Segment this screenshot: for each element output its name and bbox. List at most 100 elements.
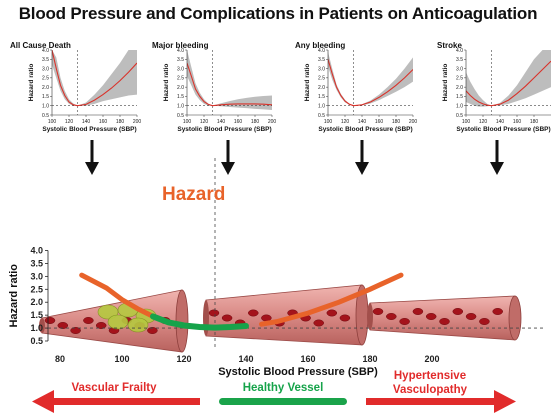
left-arrow-shaft	[50, 398, 200, 405]
main-x-tick-label: 140	[238, 354, 253, 364]
y-tick-label: 2.5	[318, 76, 325, 82]
y-tick-label: 2.0	[318, 85, 325, 91]
x-tick-label: 100	[183, 119, 192, 125]
y-tick-label: 1.5	[177, 94, 184, 100]
y-tick-label: 2.5	[177, 76, 184, 82]
vessel-opening	[508, 295, 522, 341]
y-tick-label: 4.0	[42, 48, 49, 54]
hazard-curve	[328, 59, 413, 107]
x-tick-label: 100	[324, 119, 333, 125]
vascular-frailty-label: Vascular Frailty	[71, 382, 157, 394]
vessel-end	[367, 303, 373, 330]
healthy-vessel-label: Healthy Vessel	[243, 382, 324, 394]
small-chart-title: Any bleeding	[295, 41, 345, 50]
x-tick-label: 140	[358, 119, 367, 125]
x-tick-label: 160	[99, 119, 108, 125]
down-arrow-3	[355, 140, 369, 175]
main-x-tick-label: 160	[300, 354, 315, 364]
red-blood-cell	[425, 313, 437, 320]
down-arrows	[85, 140, 504, 175]
red-blood-cell	[44, 317, 56, 324]
y-tick-label: 4.0	[318, 48, 325, 54]
y-tick-label: 4.0	[456, 48, 463, 54]
healthy-range-bar	[219, 398, 347, 405]
red-blood-cell	[386, 313, 397, 320]
vessel-end	[203, 300, 209, 336]
vessel-end	[39, 318, 45, 333]
right-arrow-head	[494, 390, 516, 413]
red-blood-cell	[326, 309, 338, 317]
main-x-tick-label: 200	[424, 354, 439, 364]
hazard-curve-left	[79, 272, 156, 319]
y-tick-label: 0.5	[456, 113, 463, 119]
main-x-tick-label: 100	[114, 354, 129, 364]
small-chart-4: Stroke 0.5 1.0 1.5 2.0 2.5 3.0 3.5 4.0 100 120 140 1…	[437, 41, 551, 133]
x-axis-label: Systolic Blood Pressure (SBP)	[456, 126, 550, 133]
y-tick-label: 3.5	[318, 57, 325, 63]
main-x-tick-label: 80	[55, 354, 65, 364]
x-tick-label: 160	[375, 119, 384, 125]
x-tick-label: 200	[133, 119, 142, 125]
vessel-hypertensive	[367, 295, 522, 341]
x-tick-label: 160	[513, 119, 522, 125]
red-blood-cell	[83, 317, 94, 324]
y-tick-label: 1.5	[42, 94, 49, 100]
small-chart-2: Major bleeding 0.5 1.0 1.5 2.0 2.5 3.0 3.5 4.0 10…	[152, 41, 276, 133]
vessel-healthy	[203, 284, 369, 346]
main-y-tick-label: 2.0	[30, 297, 43, 307]
down-arrow-2	[221, 140, 235, 175]
y-tick-label: 3.0	[177, 66, 184, 72]
y-axis-label: Hazard ratio	[442, 64, 449, 102]
x-tick-label: 140	[217, 119, 226, 125]
x-axis-label: Systolic Blood Pressure (SBP)	[177, 126, 271, 133]
y-tick-label: 2.0	[177, 85, 184, 91]
red-blood-cell	[479, 318, 490, 325]
y-tick-label: 3.5	[42, 57, 49, 63]
y-tick-label: 2.5	[42, 76, 49, 82]
small-chart-3: Any bleeding 0.5 1.0 1.5 2.0 2.5 3.0 3.5 4.0 100 1…	[295, 41, 417, 133]
small-chart-title: Stroke	[437, 41, 462, 50]
small-chart-title: Major bleeding	[152, 41, 209, 50]
x-tick-label: 100	[48, 119, 57, 125]
x-tick-label: 160	[234, 119, 243, 125]
confidence-band	[52, 50, 137, 106]
hazard-curve	[187, 62, 272, 107]
plaque-deposit	[127, 317, 149, 333]
x-tick-label: 180	[530, 119, 539, 125]
red-blood-cell	[465, 313, 477, 320]
main-hazard-chart: 0.5 1.0 1.5 2.0 2.5 3.0 3.5 4.0 Hazard ratio Haza…	[8, 158, 545, 378]
left-arrow-head	[32, 390, 54, 413]
red-blood-cell	[70, 327, 81, 334]
x-tick-label: 120	[479, 119, 488, 125]
red-blood-cell	[208, 309, 220, 317]
red-blood-cell	[313, 319, 324, 327]
x-tick-label: 120	[200, 119, 209, 125]
bottom-legend: Vascular Frailty Healthy Vessel Hypertensi…	[32, 370, 516, 413]
y-tick-label: 4.0	[177, 48, 184, 54]
x-tick-label: 140	[496, 119, 505, 125]
main-y-tick-label: 1.0	[30, 323, 43, 333]
y-axis-label: Hazard ratio	[304, 64, 311, 102]
small-chart-title: All Cause Death	[10, 41, 71, 50]
red-blood-cell	[399, 318, 410, 325]
y-tick-label: 1.0	[42, 104, 49, 110]
y-axis-label: Hazard ratio	[28, 64, 35, 102]
hazard-curve-healthy	[150, 313, 249, 331]
red-blood-cell	[412, 308, 424, 315]
y-tick-label: 2.0	[42, 85, 49, 91]
y-tick-label: 1.0	[456, 104, 463, 110]
x-tick-label: 180	[392, 119, 401, 125]
y-tick-label: 1.0	[318, 104, 325, 110]
x-tick-label: 180	[116, 119, 125, 125]
plaque-deposit	[107, 314, 129, 330]
hypertensive-label-line2: Vasculopathy	[393, 384, 468, 396]
y-axis-label: Hazard ratio	[163, 64, 170, 102]
x-axis-label: Systolic Blood Pressure (SBP)	[318, 126, 412, 133]
y-tick-label: 2.0	[456, 85, 463, 91]
red-blood-cell	[261, 314, 272, 322]
hazard-curve-right	[259, 272, 404, 327]
confidence-band	[328, 51, 413, 106]
y-tick-label: 1.5	[456, 94, 463, 100]
main-y-tick-label: 2.5	[30, 284, 43, 294]
